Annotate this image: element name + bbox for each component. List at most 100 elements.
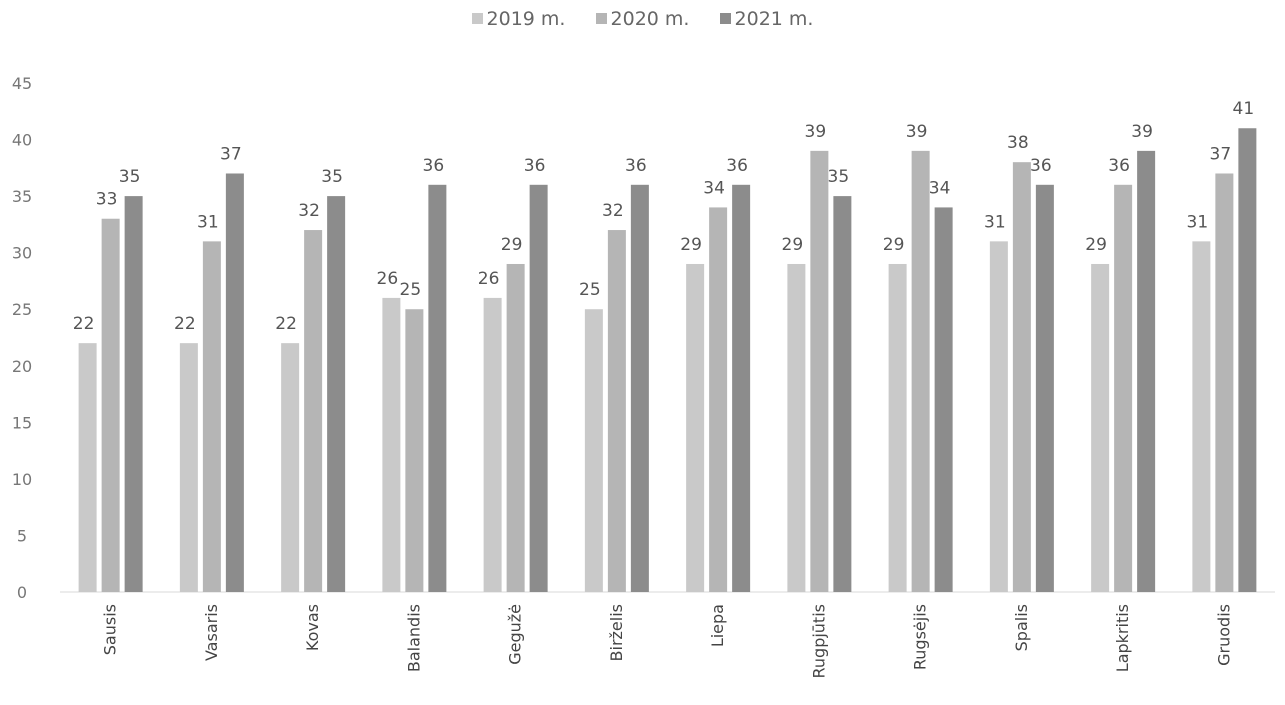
data-label: 36 bbox=[524, 156, 546, 176]
data-label: 26 bbox=[478, 269, 500, 289]
bar bbox=[78, 343, 97, 592]
data-label: 35 bbox=[321, 167, 343, 187]
data-label: 39 bbox=[1131, 122, 1153, 142]
data-label: 29 bbox=[782, 235, 804, 255]
bar bbox=[709, 207, 728, 592]
data-label: 36 bbox=[726, 156, 748, 176]
data-label: 25 bbox=[400, 280, 422, 300]
data-label: 25 bbox=[579, 280, 601, 300]
data-label: 39 bbox=[906, 122, 928, 142]
bar bbox=[483, 297, 502, 592]
x-tick-label: Lapkritis bbox=[1113, 604, 1132, 672]
y-tick-label: 20 bbox=[12, 357, 32, 376]
legend-label-2019: 2019 m. bbox=[486, 8, 566, 30]
legend-swatch-2021 bbox=[719, 13, 731, 24]
bar bbox=[1192, 241, 1211, 592]
y-tick-label: 45 bbox=[12, 74, 32, 93]
legend-item-2019: 2019 m. bbox=[471, 8, 566, 30]
y-tick-label: 30 bbox=[12, 244, 32, 263]
data-label: 34 bbox=[703, 178, 725, 198]
y-tick-label: 25 bbox=[12, 300, 32, 319]
bar bbox=[1238, 128, 1257, 592]
data-label: 22 bbox=[73, 314, 95, 334]
bar bbox=[787, 263, 806, 592]
bar bbox=[732, 184, 751, 593]
x-tick-label: Liepa bbox=[708, 604, 727, 647]
bar bbox=[405, 309, 424, 592]
data-label: 34 bbox=[929, 178, 951, 198]
bar bbox=[1114, 184, 1133, 593]
x-tick-label: Rugsėjis bbox=[911, 604, 930, 670]
y-tick-label: 35 bbox=[12, 187, 32, 206]
bar bbox=[179, 343, 198, 592]
y-tick-label: 0 bbox=[17, 583, 27, 602]
bar bbox=[1091, 263, 1110, 592]
bar bbox=[888, 263, 907, 592]
bar bbox=[1215, 173, 1234, 592]
legend-item-2020: 2020 m. bbox=[595, 8, 690, 30]
bar bbox=[281, 343, 300, 592]
bar bbox=[1035, 184, 1054, 593]
x-tick-label: Kovas bbox=[303, 604, 322, 651]
bar bbox=[202, 241, 221, 592]
bar bbox=[529, 184, 548, 593]
data-label: 36 bbox=[625, 156, 647, 176]
data-label: 32 bbox=[602, 201, 624, 221]
data-label: 35 bbox=[119, 167, 141, 187]
chart-legend: 2019 m. 2020 m. 2021 m. bbox=[0, 8, 1285, 30]
x-tick-label: Birželis bbox=[607, 604, 626, 661]
data-label: 36 bbox=[1108, 156, 1130, 176]
bar bbox=[506, 263, 525, 592]
bar bbox=[810, 150, 829, 592]
legend-label-2020: 2020 m. bbox=[610, 8, 690, 30]
bar bbox=[101, 218, 120, 592]
y-tick-label: 10 bbox=[12, 470, 32, 489]
data-label: 36 bbox=[423, 156, 445, 176]
data-label: 29 bbox=[1085, 235, 1107, 255]
x-tick-label: Gruodis bbox=[1214, 604, 1233, 666]
data-label: 39 bbox=[805, 122, 827, 142]
data-label: 26 bbox=[377, 269, 399, 289]
x-tick-label: Spalis bbox=[1012, 604, 1031, 651]
bar bbox=[428, 184, 447, 593]
data-label: 29 bbox=[501, 235, 523, 255]
legend-item-2021: 2021 m. bbox=[719, 8, 814, 30]
data-label: 35 bbox=[828, 167, 850, 187]
data-label: 31 bbox=[1187, 212, 1209, 232]
bar bbox=[225, 173, 244, 592]
legend-swatch-2019 bbox=[471, 13, 483, 24]
data-label: 41 bbox=[1233, 99, 1255, 119]
data-label: 36 bbox=[1030, 156, 1052, 176]
bar bbox=[124, 196, 143, 592]
legend-label-2021: 2021 m. bbox=[734, 8, 814, 30]
x-tick-label: Gegužė bbox=[506, 604, 525, 665]
x-tick-label: Vasaris bbox=[202, 604, 221, 661]
data-label: 22 bbox=[174, 314, 196, 334]
x-tick-label: Sausis bbox=[101, 604, 120, 655]
data-label: 37 bbox=[220, 144, 242, 164]
bar bbox=[1012, 162, 1031, 592]
bar bbox=[630, 184, 649, 593]
data-label: 29 bbox=[680, 235, 702, 255]
data-label: 22 bbox=[275, 314, 297, 334]
bar bbox=[584, 309, 603, 592]
y-tick-label: 5 bbox=[17, 526, 27, 545]
bar bbox=[1137, 150, 1156, 592]
bar bbox=[607, 230, 626, 593]
data-label: 33 bbox=[96, 190, 118, 210]
x-tick-label: Balandis bbox=[404, 604, 423, 672]
bar bbox=[934, 207, 953, 592]
bar bbox=[327, 196, 346, 592]
data-label: 38 bbox=[1007, 133, 1029, 153]
bar bbox=[686, 263, 705, 592]
data-label: 32 bbox=[298, 201, 320, 221]
bar bbox=[382, 297, 401, 592]
bar bbox=[989, 241, 1008, 592]
y-tick-label: 40 bbox=[12, 131, 32, 150]
bar bbox=[304, 230, 323, 593]
y-tick-label: 15 bbox=[12, 413, 32, 432]
legend-swatch-2020 bbox=[595, 13, 607, 24]
data-label: 31 bbox=[984, 212, 1006, 232]
x-tick-label: Rugpjūtis bbox=[809, 604, 828, 679]
